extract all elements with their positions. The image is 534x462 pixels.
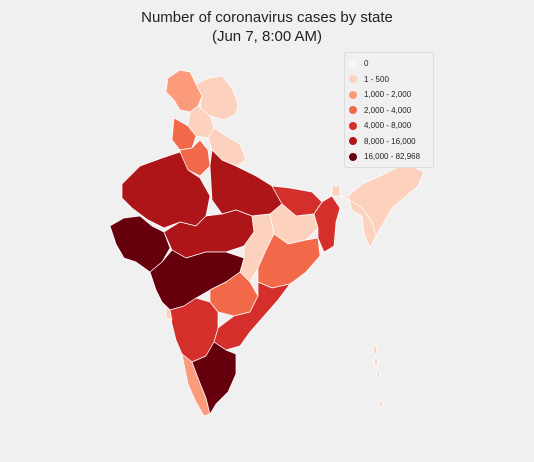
legend-swatch <box>349 106 357 115</box>
legend-label: 0 <box>364 59 369 69</box>
legend: 0 1 - 500 1,000 - 2,000 2,000 - 4,000 4,000 … <box>344 52 434 168</box>
legend-swatch <box>349 75 357 84</box>
legend-item: 1,000 - 2,000 <box>349 87 429 103</box>
legend-item: 4,000 - 8,000 <box>349 118 429 134</box>
chart-title: Number of coronavirus cases by state (Ju… <box>0 8 534 46</box>
title-line-1: Number of coronavirus cases by state <box>141 9 393 26</box>
legend-item: 16,000 - 82,968 <box>349 149 429 165</box>
state-gujarat[interactable] <box>109 215 171 273</box>
state-ladakh[interactable] <box>195 75 239 121</box>
legend-swatch <box>349 152 357 161</box>
legend-swatch <box>349 121 357 130</box>
state-west-bengal[interactable] <box>313 195 341 253</box>
legend-item: 8,000 - 16,000 <box>349 134 429 150</box>
state-sikkim[interactable] <box>331 185 341 197</box>
state-andaman-nicobar[interactable] <box>373 345 383 408</box>
legend-item: 1 - 500 <box>349 72 429 88</box>
state-goa[interactable] <box>165 305 173 321</box>
legend-swatch <box>349 90 357 99</box>
legend-item: 2,000 - 4,000 <box>349 103 429 119</box>
legend-label: 4,000 - 8,000 <box>364 121 412 131</box>
legend-item: 0 <box>349 56 429 72</box>
legend-label: 8,000 - 16,000 <box>364 136 416 146</box>
state-tamil-nadu[interactable] <box>191 341 237 415</box>
state-andhra-pradesh[interactable] <box>213 281 291 351</box>
legend-label: 1,000 - 2,000 <box>364 90 412 100</box>
legend-label: 1 - 500 <box>364 74 389 84</box>
state-assam[interactable] <box>339 195 377 249</box>
legend-swatch <box>349 59 357 68</box>
legend-label: 16,000 - 82,968 <box>364 152 421 162</box>
legend-swatch <box>349 137 357 146</box>
legend-label: 2,000 - 4,000 <box>364 105 412 115</box>
title-line-2: (Jun 7, 8:00 AM) <box>211 28 323 45</box>
state-odisha[interactable] <box>257 233 321 289</box>
state-jammu-kashmir[interactable] <box>165 69 203 113</box>
